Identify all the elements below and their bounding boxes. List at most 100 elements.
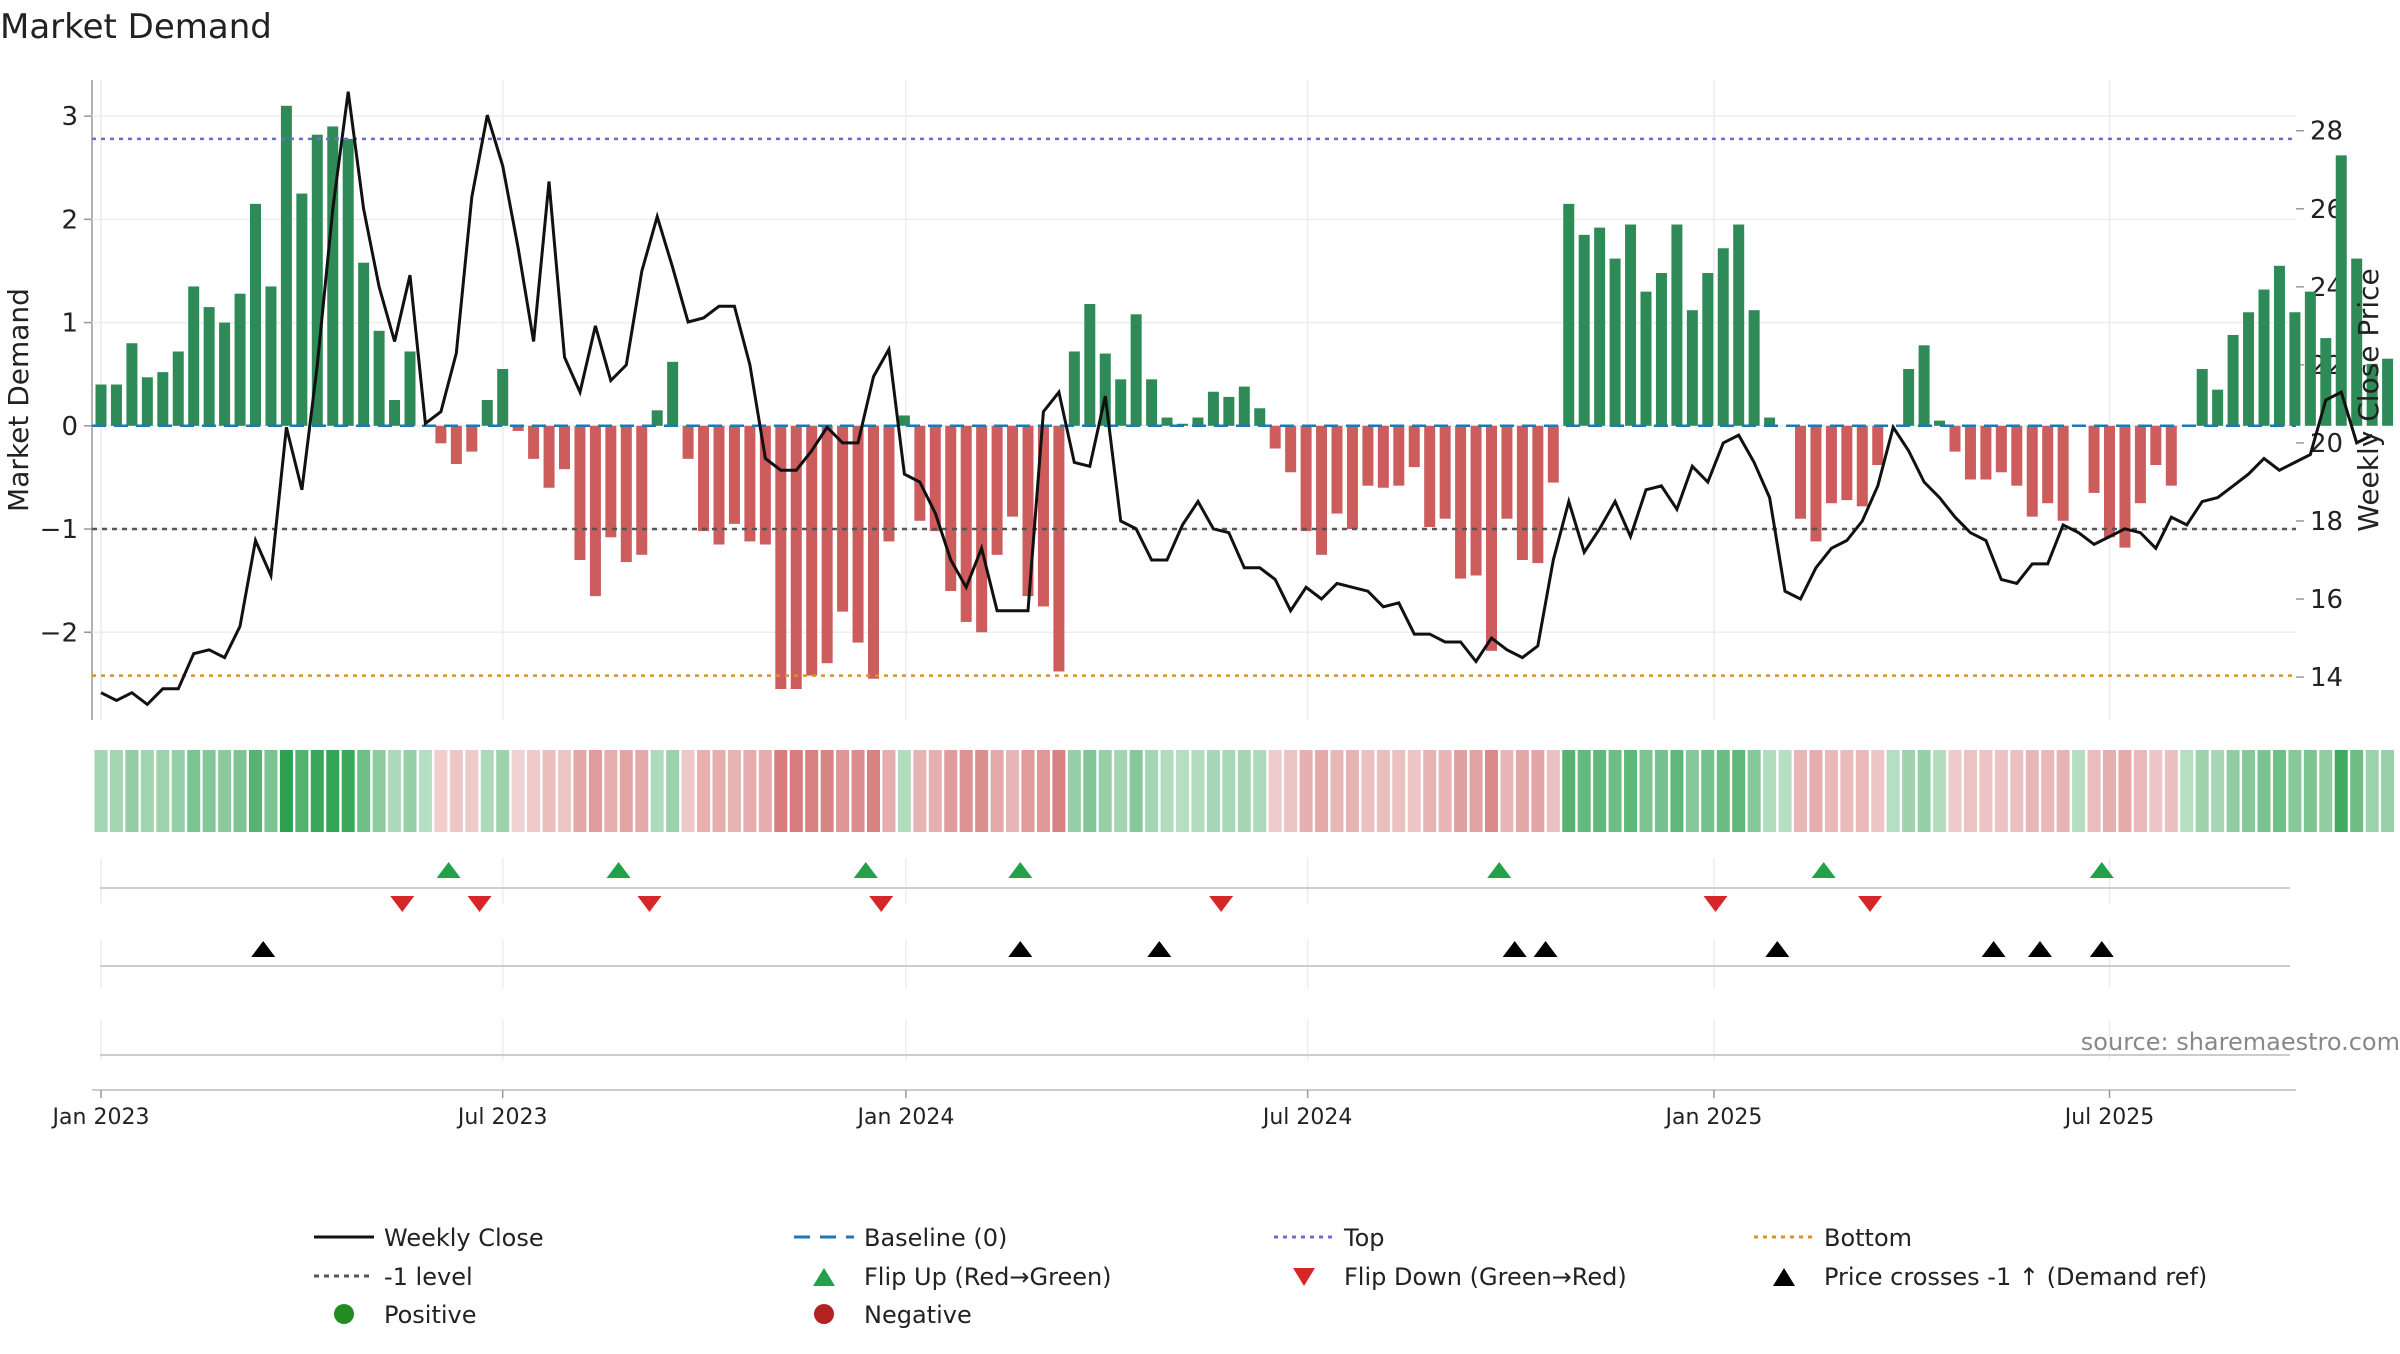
demand-bar bbox=[172, 351, 184, 426]
heat-cell bbox=[1052, 750, 1066, 832]
heat-cell bbox=[1824, 750, 1838, 832]
heat-cell bbox=[1794, 750, 1807, 832]
demand-bar bbox=[1207, 391, 1219, 426]
flip-down-marker bbox=[637, 896, 662, 912]
heat-cell bbox=[1438, 750, 1452, 832]
heat-cell bbox=[1886, 750, 1900, 832]
y2-axis-title: Weekly Close Price bbox=[2352, 268, 2385, 531]
heat-cell bbox=[1639, 750, 1653, 832]
heat-cell bbox=[1577, 750, 1591, 832]
heat-cell bbox=[1624, 750, 1638, 832]
heat-cell bbox=[2103, 750, 2116, 832]
demand-bar bbox=[1470, 425, 1482, 576]
heat-cell bbox=[758, 750, 772, 832]
demand-bar bbox=[790, 425, 802, 690]
demand-bar bbox=[883, 425, 895, 542]
heat-cell bbox=[1948, 750, 1962, 832]
legend: Weekly Close Baseline (0) Top Bottom -1 … bbox=[314, 1224, 2207, 1329]
legend-item-negative: Negative bbox=[814, 1301, 972, 1329]
heat-cell bbox=[1670, 750, 1684, 832]
demand-bar bbox=[1764, 417, 1776, 426]
demand-bar bbox=[852, 425, 864, 643]
heat-cell bbox=[2381, 750, 2395, 832]
demand-bar bbox=[1161, 417, 1173, 426]
heat-cell bbox=[295, 750, 309, 832]
demand-bar bbox=[2119, 425, 2131, 548]
heat-cell bbox=[1917, 750, 1931, 832]
demand-bar bbox=[1377, 425, 1389, 488]
heat-cell bbox=[2041, 750, 2055, 832]
demand-bar bbox=[1486, 425, 1497, 651]
heat-cell bbox=[897, 750, 911, 832]
demand-bar bbox=[358, 262, 370, 426]
demand-bar bbox=[1099, 353, 1111, 426]
demand-bar bbox=[296, 193, 308, 426]
legend-item-flip-up: Flip Up (Red→Green) bbox=[813, 1263, 1112, 1291]
demand-bar bbox=[636, 425, 648, 555]
legend-item-baseline: Baseline (0) bbox=[794, 1224, 1007, 1252]
demand-bar bbox=[1594, 227, 1606, 426]
demand-bar bbox=[1084, 304, 1096, 426]
price-cross-marker bbox=[1502, 941, 1527, 957]
y2-tick-label: 18 bbox=[2310, 507, 2343, 537]
heat-cell bbox=[1222, 750, 1236, 832]
legend-label-negative: Negative bbox=[864, 1301, 972, 1329]
demand-bar bbox=[945, 425, 957, 591]
price-cross-marker bbox=[1008, 941, 1033, 957]
heat-cell bbox=[1593, 750, 1607, 832]
heat-cell bbox=[465, 750, 479, 832]
demand-bar bbox=[2057, 425, 2069, 521]
source-credit: source: sharemaestro.com bbox=[2081, 1028, 2400, 1056]
demand-bar bbox=[605, 425, 617, 538]
legend-label-flip-up: Flip Up (Red→Green) bbox=[864, 1263, 1112, 1291]
heat-cell bbox=[2288, 750, 2302, 832]
demand-bar bbox=[219, 322, 231, 426]
flip-markers-row bbox=[100, 862, 2290, 912]
heat-cell bbox=[650, 750, 664, 832]
heat-cell bbox=[1469, 750, 1483, 832]
demand-bar bbox=[1146, 379, 1158, 426]
heat-cell bbox=[1485, 750, 1498, 832]
heat-cell bbox=[1778, 750, 1792, 832]
flip-up-marker bbox=[853, 862, 878, 878]
demand-bar bbox=[2212, 389, 2224, 426]
demand-bar bbox=[929, 425, 941, 532]
heat-cell bbox=[2025, 750, 2039, 832]
heat-cell bbox=[1361, 750, 1375, 832]
demand-bar bbox=[497, 369, 509, 426]
heat-cell bbox=[635, 750, 649, 832]
heat-cell bbox=[1732, 750, 1746, 832]
heat-cell bbox=[1253, 750, 1267, 832]
demand-bar bbox=[2104, 425, 2115, 538]
demand-bar bbox=[1563, 203, 1575, 426]
heat-cell bbox=[1284, 750, 1298, 832]
heat-cell bbox=[496, 750, 510, 832]
reference-lines bbox=[92, 137, 2296, 677]
heat-cell bbox=[1392, 750, 1406, 832]
legend-label-weekly-close: Weekly Close bbox=[384, 1224, 544, 1252]
demand-bar bbox=[280, 105, 292, 426]
heat-cell bbox=[1840, 750, 1854, 832]
demand-bar bbox=[1702, 273, 1714, 426]
demand-bar bbox=[1578, 234, 1590, 426]
demand-bar bbox=[1655, 273, 1667, 426]
heat-cell bbox=[310, 750, 324, 832]
demand-bar bbox=[265, 286, 277, 426]
flip-up-marker bbox=[606, 862, 631, 878]
demand-bar bbox=[543, 425, 555, 488]
heat-cell bbox=[2303, 750, 2317, 832]
heat-cell bbox=[727, 750, 741, 832]
heat-cell bbox=[2133, 750, 2147, 832]
heat-cell bbox=[264, 750, 278, 832]
demand-bar bbox=[1964, 425, 1976, 480]
y-axis-title: Market Demand bbox=[2, 288, 35, 512]
y-tick-label: 1 bbox=[61, 309, 78, 339]
heat-cell bbox=[1963, 750, 1977, 832]
heat-cell bbox=[357, 750, 371, 832]
legend-item-positive: Positive bbox=[334, 1301, 477, 1329]
heat-cell bbox=[2056, 750, 2070, 832]
demand-bar bbox=[1825, 425, 1837, 504]
heat-cell bbox=[867, 750, 880, 832]
demand-bar bbox=[1393, 425, 1405, 486]
